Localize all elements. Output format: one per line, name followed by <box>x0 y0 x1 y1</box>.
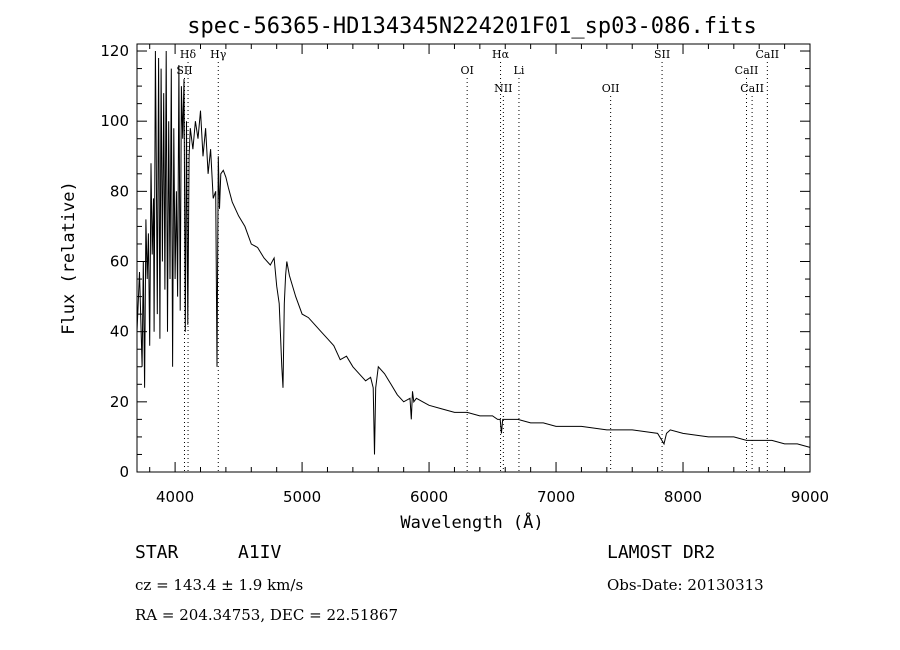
x-axis: 4000 5000 6000 7000 8000 9000 <box>149 44 829 506</box>
object-class: STAR <box>135 542 179 563</box>
y-axis-label: Flux (relative) <box>59 181 79 335</box>
observation-date: Obs-Date: 20130313 <box>607 576 764 594</box>
line-marker-label: NII <box>494 82 512 95</box>
redshift-cz: cz = 143.4 ± 1.9 km/s <box>135 576 303 594</box>
y-tick-label: 120 <box>100 42 129 60</box>
line-marker-label: CaII <box>755 48 779 61</box>
survey-name: LAMOST DR2 <box>607 542 715 563</box>
x-tick-label: 6000 <box>410 488 448 506</box>
x-tick-label: 5000 <box>283 488 321 506</box>
chart-title: spec-56365-HD134345N224201F01_sp03-086.f… <box>187 14 757 39</box>
line-marker-label: CaII <box>735 64 759 77</box>
info-panel: STAR A1IV LAMOST DR2 cz = 143.4 ± 1.9 km… <box>135 542 764 624</box>
line-marker-label: Li <box>514 64 525 77</box>
y-tick-label: 20 <box>110 393 129 411</box>
object-subclass: A1IV <box>238 542 282 563</box>
y-tick-label: 40 <box>110 323 129 341</box>
x-tick-label: 4000 <box>156 488 194 506</box>
line-marker-label: OI <box>460 64 473 77</box>
x-tick-label: 7000 <box>537 488 575 506</box>
line-marker-label: CaII <box>740 82 764 95</box>
line-marker-label: Hδ <box>180 48 197 61</box>
x-axis-label: Wavelength (Å) <box>400 511 543 533</box>
y-tick-label: 80 <box>110 182 129 200</box>
line-marker-label: Hγ <box>210 48 227 61</box>
y-tick-label: 0 <box>119 463 129 481</box>
line-marker-label: OII <box>602 82 620 95</box>
x-tick-label: 8000 <box>664 488 702 506</box>
line-marker-label: Hα <box>492 48 510 61</box>
x-tick-label: 9000 <box>791 488 829 506</box>
line-marker-label: SII <box>654 48 670 61</box>
spectrum-series-line <box>136 50 811 455</box>
y-axis: 0 20 40 60 80 100 120 <box>100 42 810 481</box>
y-tick-label: 60 <box>110 253 129 271</box>
coordinates: RA = 204.34753, DEC = 22.51867 <box>135 606 398 624</box>
line-marker-label: SII <box>176 64 192 77</box>
plot-frame <box>136 43 811 473</box>
y-tick-label: 100 <box>100 112 129 130</box>
